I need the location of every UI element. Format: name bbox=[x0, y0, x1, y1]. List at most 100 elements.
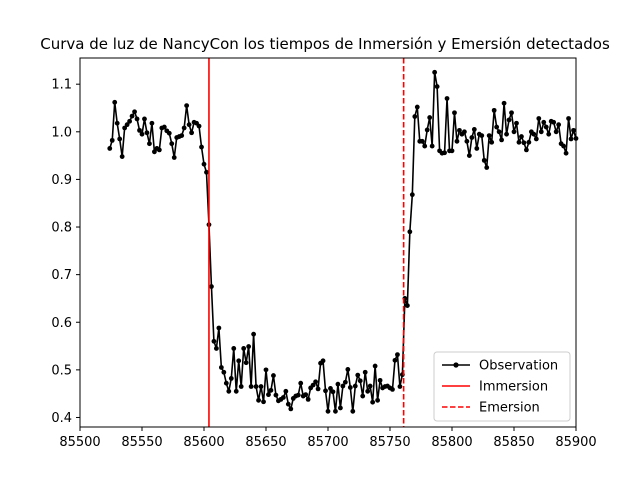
observation-point bbox=[107, 146, 113, 151]
observation-point bbox=[283, 388, 289, 394]
observation-point bbox=[330, 389, 336, 395]
observation-point bbox=[256, 397, 261, 403]
observation-point bbox=[419, 138, 425, 144]
observation-point bbox=[365, 388, 371, 394]
y-tick-label: 0.9 bbox=[51, 173, 72, 188]
observation-point bbox=[238, 384, 244, 389]
x-tick-label: 85750 bbox=[369, 435, 410, 450]
observation-point bbox=[325, 408, 331, 414]
observation-point bbox=[186, 122, 192, 128]
observation-point bbox=[171, 155, 177, 160]
observation-point bbox=[347, 385, 353, 390]
observation-point bbox=[266, 392, 271, 398]
observation-point bbox=[469, 135, 475, 140]
observation-point bbox=[313, 379, 318, 385]
observation-point bbox=[122, 125, 128, 131]
observation-point bbox=[355, 372, 361, 378]
observation-point bbox=[377, 377, 383, 383]
observation-point bbox=[486, 133, 492, 139]
observation-point bbox=[449, 148, 455, 154]
observation-point bbox=[303, 392, 309, 398]
observation-point bbox=[506, 117, 512, 123]
observation-point bbox=[412, 114, 418, 119]
observation-point bbox=[147, 141, 152, 147]
observation-point bbox=[474, 146, 480, 151]
observation-point bbox=[553, 129, 559, 135]
observation-point bbox=[288, 406, 294, 412]
observation-point bbox=[457, 127, 462, 133]
observation-point bbox=[375, 397, 380, 403]
observation-point bbox=[471, 127, 477, 132]
observation-point bbox=[370, 399, 376, 405]
observation-point bbox=[563, 150, 569, 156]
x-tick-label: 85800 bbox=[431, 435, 472, 450]
observation-point bbox=[218, 365, 224, 370]
observation-point bbox=[514, 120, 519, 126]
observation-point bbox=[499, 137, 504, 143]
observation-point bbox=[204, 169, 209, 175]
observation-point bbox=[338, 405, 343, 411]
plot-frame bbox=[79, 57, 577, 428]
observation-point bbox=[261, 399, 266, 405]
observation-point bbox=[258, 384, 264, 389]
observation-point bbox=[466, 153, 472, 159]
observation-point bbox=[538, 129, 544, 135]
observation-point bbox=[504, 131, 509, 137]
observation-point bbox=[511, 129, 517, 135]
observation-point bbox=[462, 129, 467, 135]
observation-point bbox=[509, 110, 514, 116]
y-tick-label: 0.6 bbox=[51, 316, 72, 331]
observation-point bbox=[556, 122, 562, 128]
y-tick-label: 0.7 bbox=[51, 268, 72, 283]
observation-point bbox=[404, 303, 410, 308]
x-tick-label: 85550 bbox=[121, 435, 162, 450]
observation-point bbox=[390, 386, 395, 392]
observation-point bbox=[268, 387, 274, 393]
observation-point bbox=[342, 379, 348, 385]
observation-point bbox=[184, 103, 190, 109]
observation-point bbox=[481, 157, 487, 163]
observation-point bbox=[372, 363, 378, 369]
observation-point bbox=[357, 378, 363, 384]
observation-point bbox=[407, 229, 413, 235]
legend-observation-label: Observation bbox=[479, 359, 558, 374]
observation-point bbox=[156, 147, 162, 153]
observation-point bbox=[521, 140, 527, 146]
observation-point bbox=[566, 116, 571, 121]
observation-point bbox=[231, 346, 237, 351]
observation-point bbox=[352, 383, 358, 389]
observation-point bbox=[501, 100, 507, 106]
observation-point bbox=[424, 127, 430, 133]
observation-point bbox=[496, 129, 502, 135]
observation-point bbox=[345, 366, 351, 372]
legend-emersion-label: Emersion bbox=[479, 401, 540, 416]
observation-point bbox=[144, 130, 150, 136]
observation-point bbox=[543, 124, 549, 130]
observation-point bbox=[568, 136, 574, 142]
x-tick-label: 85650 bbox=[245, 435, 286, 450]
observation-point bbox=[519, 134, 524, 139]
observation-point bbox=[161, 124, 167, 130]
x-tick-label: 85600 bbox=[183, 435, 224, 450]
observation-point bbox=[479, 133, 485, 139]
observation-point bbox=[571, 127, 576, 133]
observation-point bbox=[109, 137, 115, 143]
x-tick-label: 85850 bbox=[493, 435, 534, 450]
observation-point bbox=[181, 125, 187, 131]
observation-point bbox=[320, 358, 326, 364]
observation-point bbox=[298, 380, 304, 386]
observation-point bbox=[226, 388, 232, 394]
observation-point bbox=[551, 119, 557, 125]
observation-point bbox=[434, 84, 440, 89]
observation-point bbox=[362, 369, 368, 375]
y-tick-label: 1.1 bbox=[51, 78, 72, 93]
observation-point bbox=[541, 119, 547, 125]
observation-point bbox=[139, 131, 145, 137]
observation-point bbox=[392, 357, 398, 363]
observation-point bbox=[432, 69, 438, 75]
observation-point bbox=[464, 138, 470, 144]
observation-point bbox=[127, 118, 132, 124]
observation-point bbox=[214, 346, 219, 351]
observation-point bbox=[273, 392, 279, 398]
legend-observation-marker bbox=[453, 362, 459, 368]
